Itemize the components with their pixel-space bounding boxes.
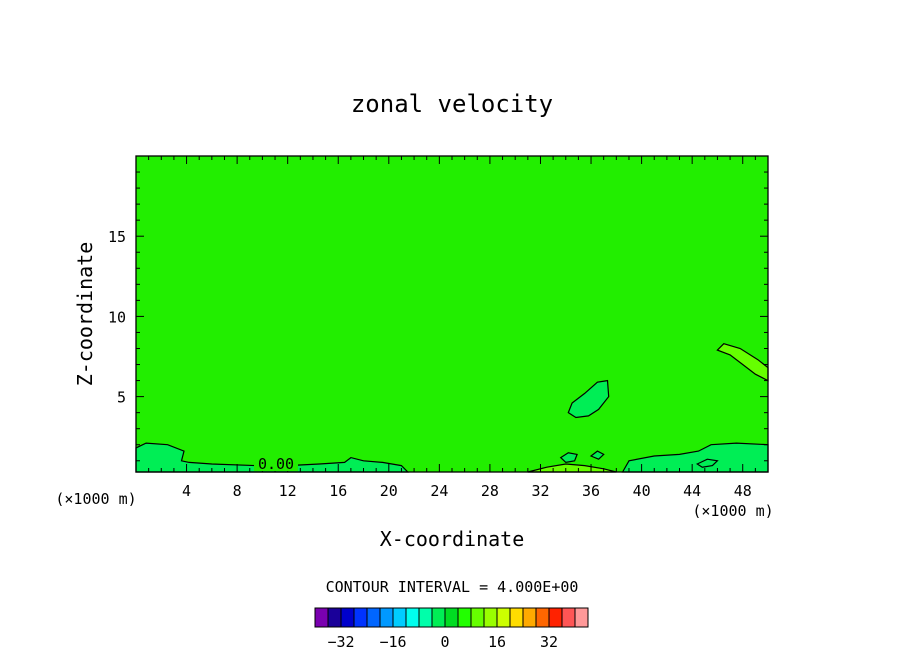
colorbar-swatch [483,607,498,628]
colorbar-swatch [314,607,329,628]
colorbar-swatch [574,607,589,628]
colorbar-swatch [353,607,368,628]
colorbar-swatch [496,607,511,628]
colorbar-swatch [392,607,407,628]
colorbar-swatch [327,607,342,628]
colorbar-swatch [548,607,563,628]
y-tick-labels: 5 10 15 [108,228,126,406]
x-axis-label: X-coordinate [380,527,525,551]
colorbar-swatch [431,607,446,628]
colorbar-swatch [522,607,537,628]
contour-region-5 [559,452,578,464]
axis-ticks [136,156,768,472]
contour-interval-text: CONTOUR INTERVAL = 4.000E+00 [326,578,579,596]
y-tick-label: 10 [108,308,126,326]
colorbar-swatch [340,607,355,628]
colorbar-swatch [379,607,394,628]
x-tick-label: 8 [233,482,242,500]
colorbar-tick-label: −16 [379,633,406,651]
colorbar-swatch [418,607,433,628]
x-tick-label: 32 [531,482,549,500]
colorbar-swatch [561,607,576,628]
x-tick-label: 20 [380,482,398,500]
colorbar-swatch [405,607,420,628]
x-tick-label: 16 [329,482,347,500]
x-unit-right: (×1000 m) [692,502,773,520]
x-unit-left: (×1000 m) [55,490,136,508]
colorbar-swatch [535,607,550,628]
y-tick-label: 5 [117,389,126,407]
x-tick-label: 44 [683,482,701,500]
x-tick-labels: 4 8 12 16 20 24 28 32 36 40 44 48 [182,482,752,500]
colorbar-swatch [509,607,524,628]
x-tick-label: 12 [279,482,297,500]
colorbar-swatch [457,607,472,628]
contour-regions [135,343,769,473]
chart-title: zonal velocity [351,90,553,118]
x-tick-label: 4 [182,482,191,500]
contour-label: 0.00 [258,455,294,473]
colorbar-tick-label: 16 [488,633,506,651]
colorbar-swatch [444,607,459,628]
x-tick-label: 48 [734,482,752,500]
contour-field-background [136,156,768,472]
colorbar-tick-labels: −32 −16 0 16 32 [327,633,558,651]
contour-region-2 [567,379,610,419]
x-tick-label: 28 [481,482,499,500]
colorbar-swatch [366,607,381,628]
contour-region-6 [589,450,605,460]
y-axis-label: Z-coordinate [73,242,97,387]
contour-region-7 [695,458,719,468]
x-tick-label: 40 [633,482,651,500]
colorbar-tick-label: 32 [540,633,558,651]
x-tick-label: 36 [582,482,600,500]
colorbar-swatch [470,607,485,628]
colorbar [314,607,589,628]
plot-area: 0.00 [135,155,769,473]
contour-label-mask [254,455,298,471]
colorbar-tick-label: −32 [327,633,354,651]
y-tick-label: 15 [108,228,126,246]
x-tick-label: 24 [430,482,448,500]
colorbar-tick-label: 0 [440,633,449,651]
